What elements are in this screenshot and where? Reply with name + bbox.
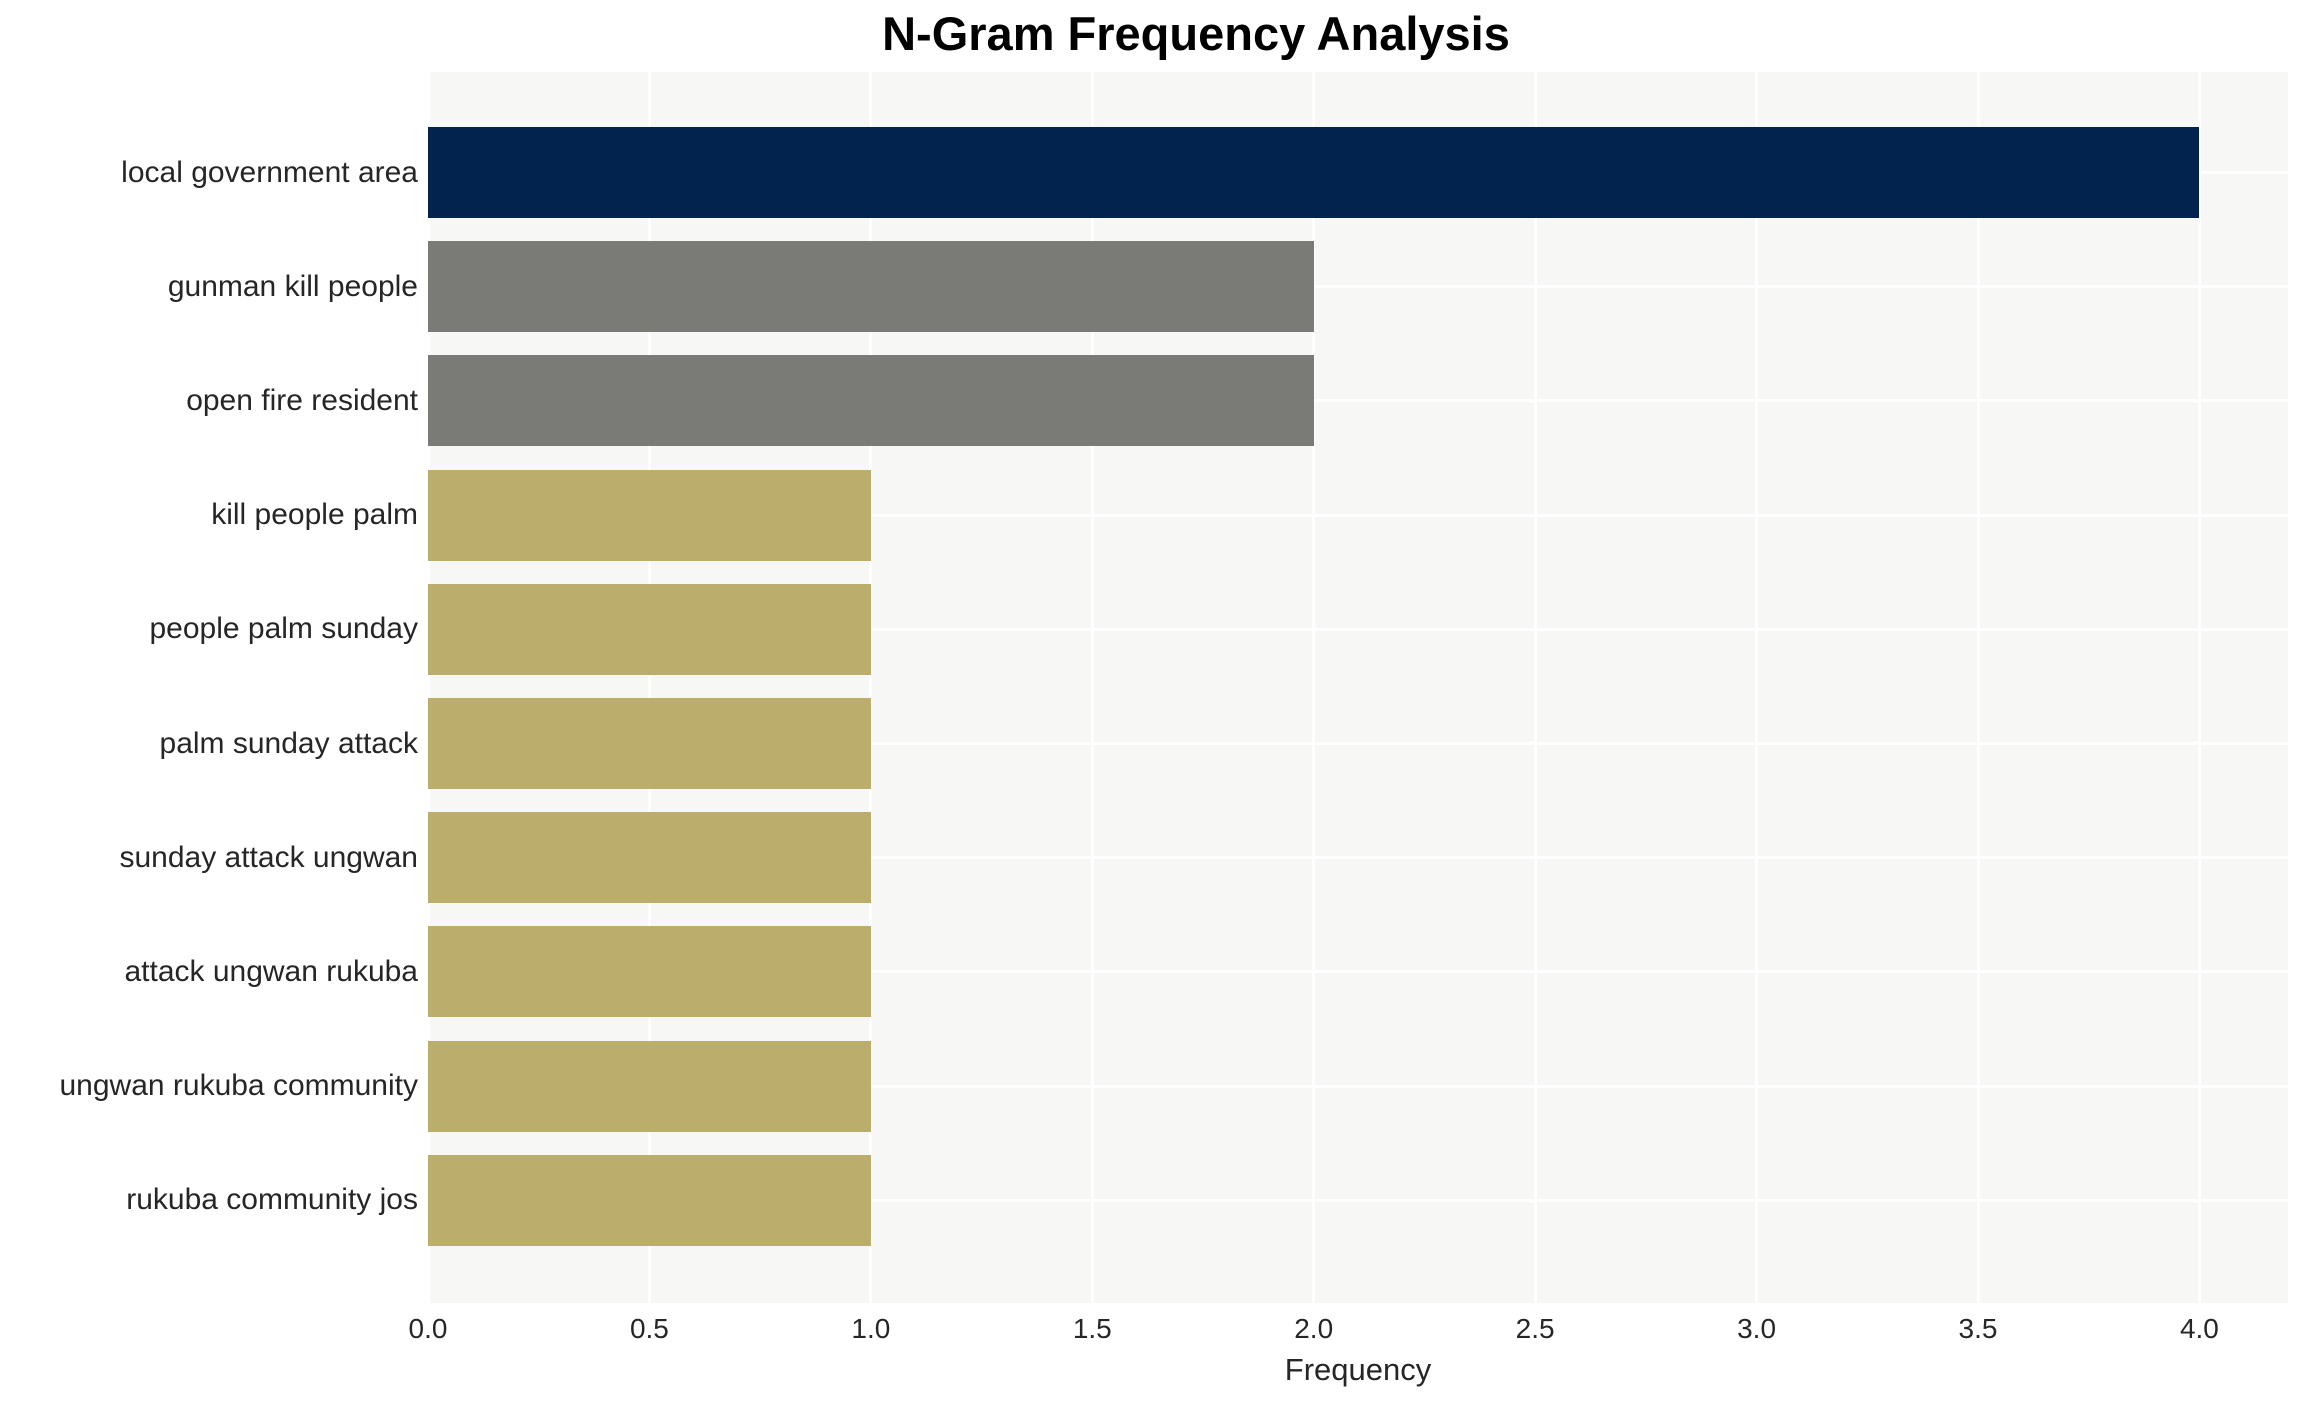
category-label: sunday attack ungwan	[119, 840, 418, 874]
horizontal-gridline	[428, 856, 2288, 860]
x-tick-label: 2.0	[1294, 1313, 1334, 1344]
x-tick-label: 4.0	[2179, 1313, 2219, 1344]
x-tick-label: 3.5	[1958, 1313, 1998, 1344]
horizontal-gridline	[428, 1084, 2288, 1088]
vertical-gridline	[1755, 72, 1759, 1303]
category-label: attack ungwan rukuba	[124, 954, 418, 988]
vertical-gridline	[1533, 72, 1537, 1303]
bar-attack-ungwan-rukuba	[428, 926, 871, 1018]
x-tick-label: 1.0	[851, 1313, 891, 1344]
horizontal-gridline	[428, 627, 2288, 631]
category-label: local government area	[121, 155, 418, 189]
bar-sunday-attack-ungwan	[428, 812, 871, 904]
category-label: gunman kill people	[167, 269, 418, 303]
chart-title: N-Gram Frequency Analysis	[882, 7, 1510, 60]
x-tick-label: 3.0	[1737, 1313, 1777, 1344]
bar-kill-people-palm	[428, 469, 871, 561]
x-tick-label: 0.5	[629, 1313, 669, 1344]
plot-area	[428, 72, 2288, 1303]
x-tick-label: 0.0	[408, 1313, 448, 1344]
vertical-gridline	[1312, 72, 1316, 1303]
bar-palm-sunday-attack	[428, 698, 871, 789]
category-label: people palm sunday	[149, 612, 418, 646]
vertical-gridline	[428, 72, 430, 1303]
x-tick-label: 1.5	[1072, 1313, 1112, 1344]
vertical-gridline	[647, 72, 651, 1303]
category-label: kill people palm	[211, 498, 418, 532]
category-label: palm sunday attack	[159, 726, 418, 760]
category-label: rukuba community jos	[126, 1183, 418, 1217]
vertical-gridline	[2197, 72, 2201, 1303]
x-axis-label: Frequency	[1284, 1352, 1432, 1387]
bar-open-fire-resident	[428, 355, 1314, 447]
bar-people-palm-sunday	[428, 583, 871, 675]
vertical-gridline	[1090, 72, 1094, 1303]
horizontal-gridline	[428, 285, 2288, 289]
horizontal-gridline	[428, 742, 2288, 745]
horizontal-gridline	[428, 513, 2288, 517]
horizontal-gridline	[428, 1198, 2288, 1202]
category-label: open fire resident	[186, 383, 418, 417]
bar-local-government-area	[428, 127, 2200, 218]
bar-rukuba-community-jos	[428, 1154, 871, 1246]
vertical-gridline	[869, 72, 873, 1303]
bar-gunman-kill-people	[428, 241, 1314, 333]
x-tick-label: 2.5	[1515, 1313, 1555, 1344]
bar-ungwan-rukuba-community	[428, 1040, 871, 1132]
horizontal-gridline	[428, 970, 2288, 974]
horizontal-gridline	[428, 399, 2288, 403]
vertical-gridline	[1976, 72, 1980, 1303]
category-label: ungwan rukuba community	[59, 1069, 418, 1103]
